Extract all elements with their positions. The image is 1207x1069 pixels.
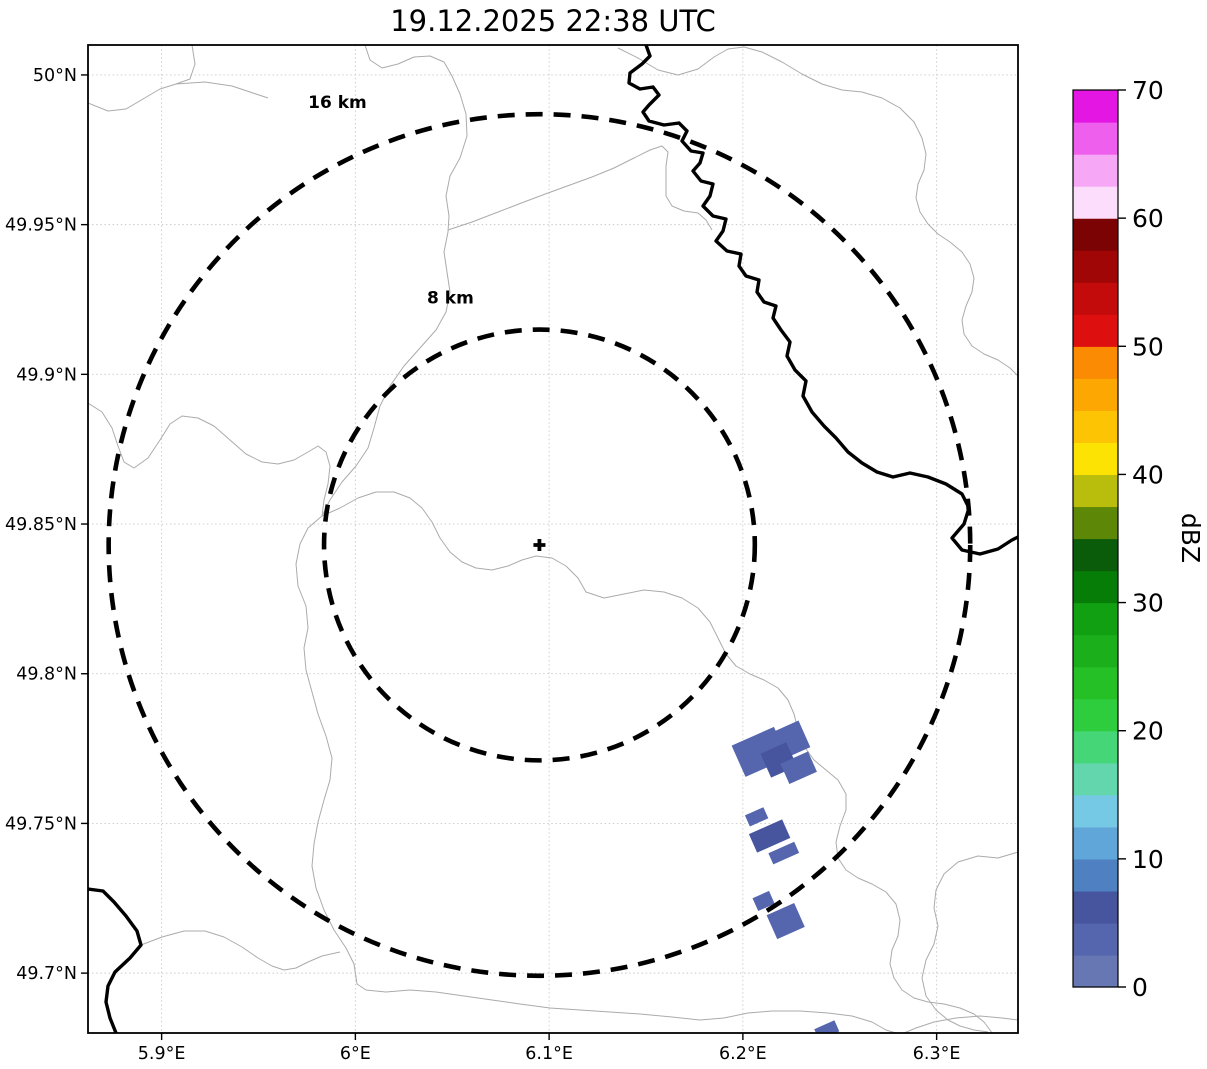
colorbar-segment xyxy=(1073,826,1118,860)
colorbar-segment xyxy=(1073,794,1118,828)
colorbar-tick-label: 60 xyxy=(1132,204,1164,233)
colorbar-segment xyxy=(1073,346,1118,379)
radar-site-marker xyxy=(533,538,546,551)
x-tick-label: 6.1°E xyxy=(525,1044,573,1064)
colorbar-segment xyxy=(1073,890,1118,924)
y-tick-label: 49.95°N xyxy=(5,216,77,236)
admin-boundary-line xyxy=(88,45,196,112)
colorbar-tick-label: 10 xyxy=(1132,845,1164,874)
axis-ticks xyxy=(81,74,938,1040)
colorbar-segment xyxy=(1073,474,1118,508)
range-ring xyxy=(321,327,758,763)
admin-boundary-line xyxy=(140,930,341,971)
radar-echo-cell xyxy=(748,819,791,853)
colorbar-segment xyxy=(1073,314,1118,347)
colorbar-tick-label: 20 xyxy=(1132,717,1164,746)
colorbar-tick-label: 0 xyxy=(1132,973,1148,1002)
national-border-line xyxy=(627,45,1018,556)
radar-echo-cell xyxy=(768,841,800,865)
colorbar-tick-label: 40 xyxy=(1132,460,1164,489)
radar-echo-cell xyxy=(752,890,775,912)
radar-echo-cell xyxy=(766,902,805,940)
y-tick-label: 49.85°N xyxy=(5,515,77,535)
y-tick-label: 49.7°N xyxy=(16,964,77,984)
plot-frame xyxy=(87,44,1019,1034)
colorbar-axis-label: dBZ xyxy=(1176,513,1205,563)
colorbar-segment xyxy=(1073,218,1118,251)
national-borders xyxy=(88,45,1018,1033)
admin-boundary-line xyxy=(617,46,1018,377)
colorbar-segment xyxy=(1073,698,1118,732)
colorbar-segment xyxy=(1073,634,1118,668)
colorbar-segment xyxy=(1073,506,1118,540)
y-tick-label: 49.75°N xyxy=(5,814,77,834)
colorbar-segment xyxy=(1073,762,1118,796)
range-ring xyxy=(106,111,973,979)
colorbar-segment xyxy=(1073,378,1118,411)
colorbar-segment xyxy=(1073,186,1118,219)
admin-boundary-line xyxy=(447,145,713,231)
range-ring-label-16km: 16 km xyxy=(308,93,367,113)
colorbar-segment xyxy=(1073,154,1118,187)
admin-boundaries xyxy=(88,45,1018,1033)
colorbar-segment xyxy=(1073,570,1118,604)
colorbar-segment xyxy=(1073,666,1118,700)
colorbar-segment xyxy=(1073,602,1118,636)
colorbar-segment xyxy=(1073,122,1118,155)
colorbar-tick-label: 50 xyxy=(1132,332,1164,361)
colorbar-frame xyxy=(1072,89,1119,988)
y-tick-label: 49.8°N xyxy=(16,665,77,685)
colorbar-segment xyxy=(1073,250,1118,283)
y-tick-label: 50°N xyxy=(33,66,77,86)
admin-boundary-line xyxy=(175,81,269,99)
x-tick-label: 5.9°E xyxy=(138,1044,186,1064)
colorbar-segment xyxy=(1073,442,1118,476)
colorbar: 0 10 20 30 40 50 60 70 xyxy=(1072,76,1164,1002)
x-tick-label: 6.2°E xyxy=(719,1044,767,1064)
colorbar-segment xyxy=(1073,922,1118,956)
range-rings xyxy=(106,111,973,979)
admin-boundary-line xyxy=(88,402,331,517)
radar-echo-cell xyxy=(780,751,817,784)
colorbar-segment xyxy=(1073,538,1118,572)
radar-site-cross xyxy=(533,538,546,551)
colorbar-tick-label: 70 xyxy=(1132,76,1164,105)
range-ring-label-8km: 8 km xyxy=(427,289,474,309)
admin-boundary-line xyxy=(921,851,1018,1033)
radar-echoes xyxy=(731,720,840,1033)
colorbar-segment xyxy=(1073,858,1118,892)
colorbar-segment xyxy=(1073,90,1118,123)
admin-boundary-line xyxy=(903,1015,1018,1033)
admin-boundary-line xyxy=(321,491,993,1033)
grid-lines xyxy=(88,45,1018,1033)
admin-boundary-line xyxy=(295,45,897,1033)
colorbar-segment xyxy=(1073,282,1118,315)
radar-echo-cell xyxy=(744,807,769,827)
y-tick-label: 49.9°N xyxy=(16,365,77,385)
axis-tick-labels: 5.9°E 6°E 6.1°E 6.2°E 6.3°E 50°N 49.95°N 49.9°N… xyxy=(5,66,960,1064)
x-tick-label: 6°E xyxy=(340,1044,371,1064)
page-title: 19.12.2025 22:38 UTC xyxy=(390,4,716,38)
x-tick-label: 6.3°E xyxy=(913,1044,961,1064)
colorbar-segment xyxy=(1073,730,1118,764)
colorbar-segment xyxy=(1073,410,1118,443)
colorbar-segment xyxy=(1073,954,1118,988)
radar-echo-cell xyxy=(814,1020,840,1033)
national-border-line xyxy=(88,887,143,1033)
colorbar-tick-label: 30 xyxy=(1132,589,1164,618)
